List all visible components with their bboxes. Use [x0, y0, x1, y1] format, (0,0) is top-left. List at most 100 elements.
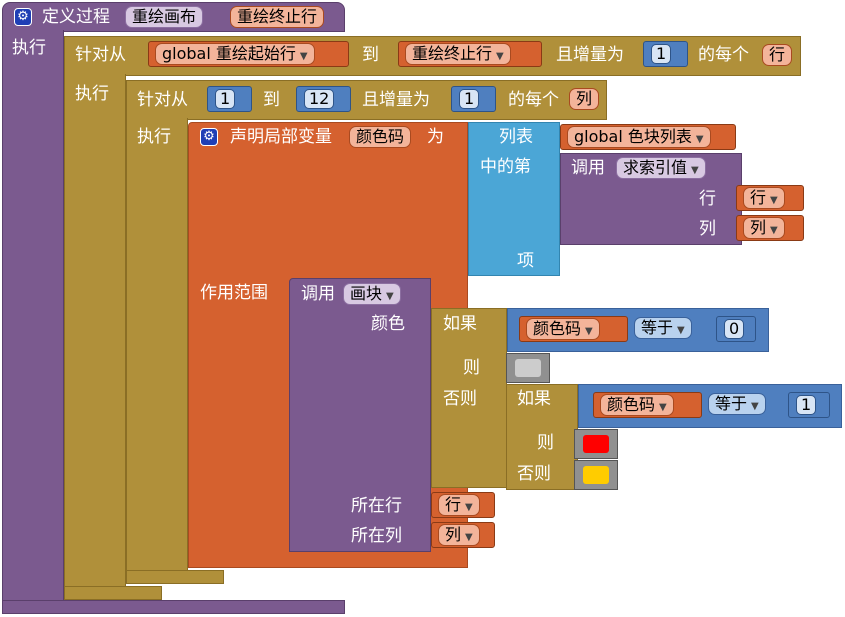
list-item-block[interactable]: [468, 122, 560, 276]
outer-to-label: 到: [362, 45, 379, 65]
call-index-row-var[interactable]: 行 ▼: [743, 187, 785, 209]
call-draw-col-var[interactable]: 列 ▼: [438, 524, 480, 546]
local-declare-label: 声明局部变量: [230, 127, 332, 147]
call-draw-col-label: 所在列: [351, 526, 402, 546]
call-index-row-getter[interactable]: 行 ▼: [736, 185, 804, 211]
dropdown-arrow-icon: ▼: [585, 326, 593, 337]
color-swatch-red[interactable]: [574, 429, 618, 459]
compare2-number[interactable]: 1: [788, 392, 830, 418]
dropdown-arrow-icon: ▼: [677, 325, 685, 336]
if-expression-1[interactable]: [431, 308, 507, 488]
call-index-label: 调用: [571, 158, 605, 178]
inner-loop-footer: [126, 570, 224, 584]
call-draw-row-getter[interactable]: 行 ▼: [431, 492, 495, 518]
dropdown-arrow-icon: ▼: [770, 195, 778, 206]
inner-do-label: 执行: [137, 127, 171, 147]
outer-to-getter[interactable]: 重绘终止行 ▼: [398, 41, 542, 67]
call-draw-proc[interactable]: 画块 ▼: [343, 283, 401, 305]
outer-do-label: 执行: [75, 84, 109, 104]
call-index-col-label: 列: [699, 219, 716, 239]
compare1-var-getter[interactable]: 颜色码 ▼: [519, 316, 628, 342]
inner-step-label: 且增量为: [362, 90, 430, 110]
inner-loop-var[interactable]: 列: [569, 88, 600, 110]
inner-step-number[interactable]: 1: [451, 86, 496, 112]
color-swatch-gray[interactable]: [506, 353, 550, 383]
call-draw-color-label: 颜色: [371, 314, 405, 334]
outer-loop-var[interactable]: 行: [762, 44, 793, 66]
inner-to-value[interactable]: 12: [304, 89, 335, 109]
outer-for-label: 针对从: [75, 45, 126, 65]
color-fill-gray: [515, 359, 541, 377]
outer-loop-body-left: [64, 74, 126, 596]
local-scope-label: 作用范围: [200, 283, 268, 303]
if1-if-label: 如果: [443, 314, 477, 334]
if2-else-label: 否则: [517, 464, 551, 484]
compare1-value[interactable]: 0: [724, 319, 745, 339]
if1-else-label: 否则: [443, 389, 477, 409]
outer-step-value[interactable]: 1: [651, 44, 672, 64]
inner-to-number[interactable]: 12: [296, 86, 351, 112]
color-swatch-yellow[interactable]: [574, 460, 618, 490]
inner-to-label: 到: [263, 90, 280, 110]
call-draw-row-label: 所在行: [351, 496, 402, 516]
outer-from-getter[interactable]: global 重绘起始行 ▼: [148, 41, 349, 67]
inner-from-number[interactable]: 1: [207, 86, 252, 112]
inner-loop-body-left: [126, 118, 188, 584]
procedure-footer: [2, 600, 345, 614]
outer-step-number[interactable]: 1: [643, 41, 688, 67]
outer-step-label: 且增量为: [556, 45, 624, 65]
procedure-name-field[interactable]: 重绘画布: [125, 6, 204, 28]
compare2-var-getter[interactable]: 颜色码 ▼: [593, 392, 702, 418]
compare1-var[interactable]: 颜色码 ▼: [526, 318, 600, 340]
dropdown-arrow-icon: ▼: [770, 225, 778, 236]
list-getter[interactable]: global 色块列表 ▼: [560, 124, 736, 150]
define-procedure-label: 定义过程: [42, 7, 110, 27]
compare1-number[interactable]: 0: [716, 316, 756, 342]
call-draw-col-getter[interactable]: 列 ▼: [431, 522, 495, 548]
call-index-row-label: 行: [699, 189, 716, 209]
gear-icon[interactable]: ⚙: [200, 128, 218, 146]
call-draw-block[interactable]: [289, 278, 431, 552]
compare2-operator[interactable]: 等于 ▼: [708, 393, 766, 415]
list-item-label: 项: [517, 251, 534, 271]
outer-each-label: 的每个: [698, 45, 749, 65]
dropdown-arrow-icon: ▼: [465, 502, 473, 513]
call-index-col-getter[interactable]: 列 ▼: [736, 215, 804, 241]
color-fill-red: [583, 435, 609, 453]
compare1-operator[interactable]: 等于 ▼: [634, 317, 692, 339]
call-draw-label: 调用: [301, 284, 335, 304]
list-index-label: 中的第: [480, 157, 531, 177]
list-label: 列表: [499, 127, 533, 147]
dropdown-arrow-icon: ▼: [299, 51, 308, 62]
dropdown-arrow-icon: ▼: [695, 134, 704, 145]
dropdown-arrow-icon: ▼: [496, 51, 504, 62]
compare2-var[interactable]: 颜色码 ▼: [600, 394, 674, 416]
procedure-body-left: [2, 30, 64, 605]
compare2-value[interactable]: 1: [796, 395, 817, 415]
dropdown-arrow-icon: ▼: [659, 402, 667, 413]
if-expression-2[interactable]: [506, 384, 578, 490]
call-index-col-var[interactable]: 列 ▼: [743, 217, 785, 239]
if2-if-label: 如果: [517, 389, 551, 409]
call-draw-row-var[interactable]: 行 ▼: [438, 494, 480, 516]
local-as-label: 为: [427, 127, 444, 147]
outer-to-var[interactable]: 重绘终止行 ▼: [405, 43, 511, 65]
dropdown-arrow-icon: ▼: [751, 401, 759, 412]
call-index-proc[interactable]: 求索引值 ▼: [616, 157, 706, 179]
dropdown-arrow-icon: ▼: [691, 165, 699, 176]
if1-then-label: 则: [463, 358, 480, 378]
color-fill-yellow: [583, 466, 609, 484]
procedure-do-label: 执行: [12, 38, 46, 58]
procedure-param[interactable]: 重绘终止行: [230, 6, 325, 28]
list-var[interactable]: global 色块列表 ▼: [567, 126, 711, 148]
outer-from-var[interactable]: global 重绘起始行 ▼: [155, 43, 315, 65]
dropdown-arrow-icon: ▼: [465, 532, 473, 543]
inner-from-value[interactable]: 1: [215, 89, 236, 109]
gear-icon[interactable]: ⚙: [14, 8, 32, 26]
inner-for-label: 针对从: [137, 90, 188, 110]
inner-for-loop[interactable]: [126, 80, 607, 120]
dropdown-arrow-icon: ▼: [386, 291, 394, 302]
inner-each-label: 的每个: [508, 90, 559, 110]
inner-step-value[interactable]: 1: [459, 89, 480, 109]
local-var-name-field[interactable]: 颜色码: [349, 126, 412, 148]
